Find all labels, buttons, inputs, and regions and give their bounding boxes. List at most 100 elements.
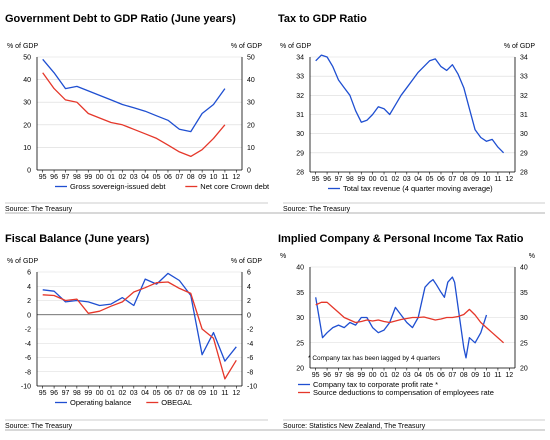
x-tick-label: 96: [50, 390, 58, 397]
x-tick-label: 02: [119, 174, 127, 181]
x-tick-label: 00: [96, 390, 104, 397]
series-line-1: [42, 272, 237, 362]
source-text: Source: Statistics New Zealand, The Trea…: [283, 423, 426, 430]
y-tick-label-right: 2: [247, 298, 251, 305]
y-tick-label-right: 50: [247, 55, 255, 62]
x-tick-label: 03: [130, 390, 138, 397]
x-tick-label: 97: [62, 174, 70, 181]
y-tick-label-left: 6: [27, 270, 31, 277]
y-tick-label-left: 30: [23, 100, 31, 107]
x-tick-label: 12: [505, 372, 513, 379]
x-tick-label: 06: [437, 176, 445, 183]
chart-panel-2: Tax to GDP Ratio % of GDP % of GDP 28 29 30 31…: [278, 13, 535, 193]
x-tick-label: 09: [471, 372, 479, 379]
y-tick-label-left: 25: [296, 340, 304, 347]
x-tick-label: 97: [62, 390, 70, 397]
series-line-2: [315, 301, 505, 344]
y-axis-label-right: % of GDP: [231, 43, 262, 50]
x-tick-label: 96: [50, 174, 58, 181]
x-tick-label: 98: [73, 390, 81, 397]
y-tick-label-left: 40: [296, 265, 304, 272]
y-tick-label-left: 33: [296, 74, 304, 81]
x-tick-label: 08: [460, 372, 468, 379]
y-tick-label-left: 30: [296, 131, 304, 138]
x-tick-label: 98: [73, 174, 81, 181]
y-tick-label-right: 20: [247, 122, 255, 129]
x-tick-label: 95: [39, 174, 47, 181]
y-tick-label-right: 40: [520, 265, 528, 272]
chart-title: Fiscal Balance (June years): [5, 233, 150, 245]
x-tick-label: 08: [187, 390, 195, 397]
x-tick-label: 03: [403, 372, 411, 379]
y-tick-label-right: 4: [247, 284, 251, 291]
x-tick-label: 01: [107, 174, 115, 181]
y-tick-label-right: -10: [247, 384, 257, 391]
series-line-1: [315, 54, 505, 154]
x-tick-label: 99: [84, 174, 92, 181]
y-tick-label-right: 40: [247, 77, 255, 84]
x-tick-label: 99: [357, 176, 365, 183]
x-tick-label: 12: [232, 174, 240, 181]
y-tick-label-left: 32: [296, 93, 304, 100]
y-tick-label-right: -8: [247, 369, 253, 376]
y-tick-label-left: 31: [296, 112, 304, 119]
x-tick-label: 08: [187, 174, 195, 181]
x-tick-label: 06: [164, 390, 172, 397]
x-tick-label: 05: [153, 174, 161, 181]
y-tick-label-right: 30: [520, 131, 528, 138]
y-tick-label-right: 30: [247, 100, 255, 107]
chart-note: * Company tax has been lagged by 4 quart…: [308, 355, 441, 362]
y-tick-label-right: -2: [247, 327, 253, 334]
y-axis-label-left: % of GDP: [7, 258, 38, 265]
source-text: Source: The Treasury: [283, 206, 351, 213]
x-tick-label: 10: [210, 174, 218, 181]
legend-label: Company tax to corporate profit rate *: [313, 380, 438, 389]
x-tick-label: 09: [198, 174, 206, 181]
x-tick-label: 99: [84, 390, 92, 397]
series-line-2: [42, 72, 226, 158]
x-tick-label: 12: [505, 176, 513, 183]
y-tick-label-left: 28: [296, 170, 304, 177]
chart-panel-4: Implied Company & Personal Income Tax Ra…: [278, 233, 535, 397]
y-tick-label-right: 31: [520, 112, 528, 119]
legend-label: OBEGAL: [161, 398, 192, 407]
legend-label: Operating balance: [70, 398, 131, 407]
y-axis-label-right: % of GDP: [504, 43, 535, 50]
y-tick-label-left: 20: [296, 366, 304, 373]
y-tick-label-left: -2: [25, 327, 31, 334]
y-tick-label-left: 35: [296, 290, 304, 297]
x-tick-label: 96: [323, 372, 331, 379]
y-tick-label-right: 20: [520, 366, 528, 373]
y-tick-label-right: 0: [247, 312, 251, 319]
y-tick-label-right: 32: [520, 93, 528, 100]
y-tick-label-left: 30: [296, 315, 304, 322]
x-tick-label: 95: [39, 390, 47, 397]
y-tick-label-right: 33: [520, 74, 528, 81]
x-tick-label: 07: [448, 372, 456, 379]
x-tick-label: 05: [426, 372, 434, 379]
x-tick-label: 97: [335, 372, 343, 379]
x-tick-label: 96: [323, 176, 331, 183]
x-tick-label: 11: [221, 390, 228, 397]
y-tick-label-right: 29: [520, 150, 528, 157]
y-tick-label-left: -6: [25, 355, 31, 362]
x-tick-label: 11: [494, 372, 501, 379]
y-tick-label-left: 0: [27, 312, 31, 319]
x-tick-label: 04: [414, 176, 422, 183]
x-tick-label: 00: [369, 372, 377, 379]
x-tick-label: 10: [483, 176, 491, 183]
x-tick-label: 97: [335, 176, 343, 183]
y-tick-label-left: 20: [23, 122, 31, 129]
x-tick-label: 95: [312, 176, 320, 183]
x-tick-label: 04: [414, 372, 422, 379]
legend-label: Gross sovereign-issued debt: [70, 182, 166, 191]
x-tick-label: 95: [312, 372, 320, 379]
y-tick-label-right: -6: [247, 355, 253, 362]
x-tick-label: 03: [403, 176, 411, 183]
y-tick-label-left: 10: [23, 145, 31, 152]
y-tick-label-right: 6: [247, 270, 251, 277]
x-tick-label: 06: [437, 372, 445, 379]
y-axis-label-left: % of GDP: [280, 43, 311, 50]
y-tick-label-right: 0: [247, 168, 251, 175]
